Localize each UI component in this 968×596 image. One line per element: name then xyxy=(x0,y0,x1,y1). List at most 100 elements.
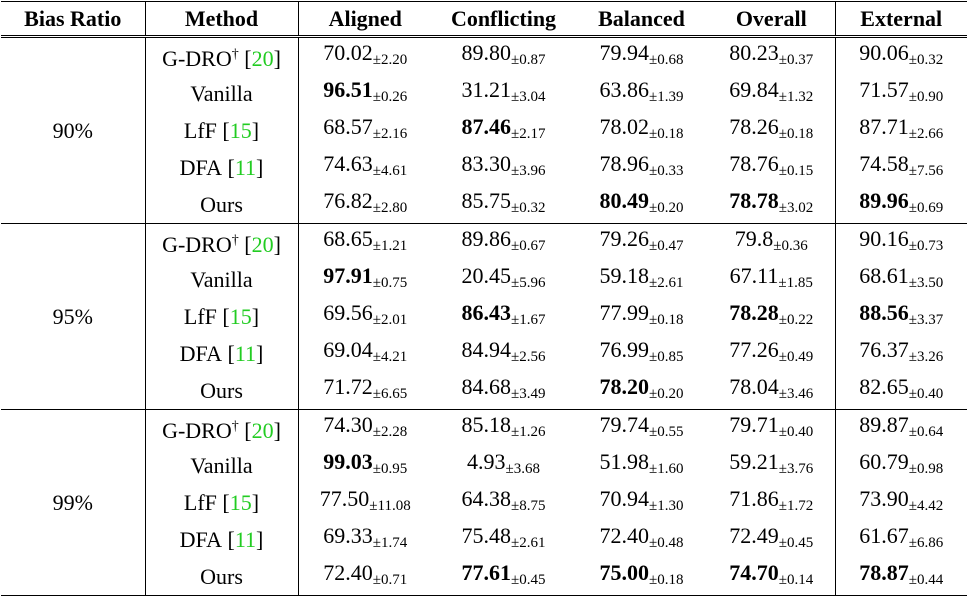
mean-value: 72.49 xyxy=(729,523,779,548)
value-cell: 69.33±1.74 xyxy=(298,521,432,558)
value-cell: 72.49±0.45 xyxy=(708,521,836,558)
mean-value: 69.56 xyxy=(323,300,373,325)
mean-value: 87.71 xyxy=(859,114,909,139)
value-cell: 80.23±0.37 xyxy=(708,36,836,75)
value-cell: 87.71±2.66 xyxy=(835,112,967,149)
mean-value: 61.67 xyxy=(859,523,909,548)
std-value: ±1.39 xyxy=(649,89,684,105)
value-cell: 71.86±1.72 xyxy=(708,484,836,521)
std-value: ±4.61 xyxy=(372,163,408,179)
std-value: ±0.85 xyxy=(649,349,684,365)
cite-bracket: ] xyxy=(273,231,281,257)
value-cell: 85.75±0.32 xyxy=(432,186,575,224)
method-name: Ours xyxy=(200,563,243,589)
mean-value: 90.06 xyxy=(859,40,909,65)
method-cell: Ours xyxy=(145,186,299,224)
value-cell: 78.76±0.15 xyxy=(708,149,836,186)
mean-value: 69.84 xyxy=(729,77,779,102)
mean-value: 79.71 xyxy=(729,412,779,437)
method-cell: LfF [15] xyxy=(145,298,299,335)
method-name: Vanilla xyxy=(190,452,253,478)
mean-value: 31.21 xyxy=(461,77,512,102)
std-value: ±0.36 xyxy=(773,238,808,254)
std-value: ±1.60 xyxy=(649,461,684,477)
value-cell: 89.86±0.67 xyxy=(432,223,575,261)
std-value: ±0.64 xyxy=(908,424,944,440)
std-value: ±0.20 xyxy=(649,386,684,402)
std-value: ±1.32 xyxy=(778,89,814,105)
value-cell: 75.48±2.61 xyxy=(432,521,575,558)
std-value: ±0.15 xyxy=(778,163,814,179)
mean-value: 85.18 xyxy=(461,412,512,437)
value-cell: 83.30±3.96 xyxy=(432,149,575,186)
value-cell: 77.61±0.45 xyxy=(432,558,575,596)
table-row: Vanilla 99.03±0.95 4.93±3.68 51.98±1.60 59.2… xyxy=(1,447,967,484)
mean-value: 51.98 xyxy=(599,449,650,474)
std-value: ±2.80 xyxy=(372,200,408,216)
cite-number: 20 xyxy=(251,45,274,71)
method-cell: Vanilla xyxy=(145,261,299,298)
cite-number: 11 xyxy=(234,526,257,552)
cite-bracket: [ xyxy=(227,154,235,180)
std-value: ±1.26 xyxy=(511,424,546,440)
cite-number: 20 xyxy=(251,417,274,443)
table-row: Vanilla 97.91±0.75 20.45±5.96 59.18±2.61 67.… xyxy=(1,261,967,298)
value-cell: 61.67±6.86 xyxy=(835,521,967,558)
std-value: ±3.46 xyxy=(778,386,814,402)
method-cell: DFA [11] xyxy=(145,335,299,372)
cite-bracket: [ xyxy=(227,526,235,552)
std-value: ±4.42 xyxy=(908,498,944,514)
mean-value: 20.45 xyxy=(461,263,512,288)
value-cell: 68.65±1.21 xyxy=(298,223,432,261)
value-cell: 99.03±0.95 xyxy=(298,447,432,484)
bias-ratio: 99% xyxy=(1,409,146,596)
cite-bracket: ] xyxy=(256,340,264,366)
value-cell: 96.51±0.26 xyxy=(298,75,432,112)
mean-value: 78.20 xyxy=(599,374,650,399)
cite-bracket: ] xyxy=(251,489,260,515)
method-name: Vanilla xyxy=(190,80,253,106)
value-cell: 78.02±0.18 xyxy=(575,112,708,149)
mean-value: 78.87 xyxy=(859,560,909,585)
value-cell: 78.96±0.33 xyxy=(575,149,708,186)
cite-number: 15 xyxy=(229,489,252,515)
table-row: LfF [15] 69.56±2.01 86.43±1.67 77.99±0.18 78… xyxy=(1,298,967,335)
std-value: ±0.45 xyxy=(778,535,814,551)
method-name: DFA xyxy=(179,154,223,180)
std-value: ±2.28 xyxy=(372,424,408,440)
std-value: ±0.33 xyxy=(649,163,684,179)
mean-value: 89.80 xyxy=(461,40,512,65)
value-cell: 72.40±0.48 xyxy=(575,521,708,558)
value-cell: 68.61±3.50 xyxy=(835,261,967,298)
value-cell: 71.72±6.65 xyxy=(298,372,432,410)
std-value: ±0.26 xyxy=(372,89,408,105)
cite-bracket: [ xyxy=(222,117,230,143)
mean-value: 78.78 xyxy=(729,188,779,213)
method-cell: Vanilla xyxy=(145,447,299,484)
table-row: DFA [11] 74.63±4.61 83.30±3.96 78.96±0.33 78… xyxy=(1,149,967,186)
mean-value: 79.94 xyxy=(599,40,650,65)
std-value: ±0.67 xyxy=(511,238,546,254)
column-header: Method xyxy=(145,1,299,38)
column-header: Overall xyxy=(708,1,836,38)
mean-value: 78.02 xyxy=(599,114,650,139)
std-value: ±1.74 xyxy=(372,535,408,551)
value-cell: 70.02±2.20 xyxy=(298,36,432,75)
value-cell: 78.28±0.22 xyxy=(708,298,836,335)
method-name: LfF xyxy=(183,489,217,515)
value-cell: 59.18±2.61 xyxy=(575,261,708,298)
method-name: G-DRO xyxy=(162,417,232,443)
value-cell: 71.57±0.90 xyxy=(835,75,967,112)
table-row: Ours 72.40±0.71 77.61±0.45 75.00±0.18 74.70±… xyxy=(1,558,967,596)
dagger: † xyxy=(231,46,239,62)
method-cell: G-DRO† [20] xyxy=(145,36,299,75)
method-name: Vanilla xyxy=(190,266,253,292)
cite-bracket: ] xyxy=(251,303,260,329)
mean-value: 70.02 xyxy=(323,40,373,65)
cite-bracket: [ xyxy=(244,45,252,71)
value-cell: 51.98±1.60 xyxy=(575,447,708,484)
cite-bracket: [ xyxy=(244,417,252,443)
std-value: ±0.73 xyxy=(908,238,944,254)
std-value: ±0.18 xyxy=(649,126,684,142)
